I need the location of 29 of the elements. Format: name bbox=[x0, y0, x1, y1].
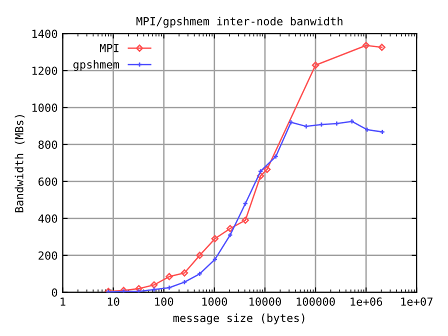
point bbox=[180, 269, 188, 277]
point bbox=[166, 272, 173, 280]
y-axis-title: Bandwidth (MBs) bbox=[14, 115, 25, 212]
x-tick-label: 10 bbox=[108, 297, 120, 306]
x-tick-label: 1e+07 bbox=[401, 297, 433, 306]
x-tick-label: 1000 bbox=[202, 297, 228, 306]
chart-title: MPI/gpshmem inter-node banwidth bbox=[136, 16, 342, 28]
x-tick-label: 100000 bbox=[296, 297, 335, 306]
y-tick-label: 400 bbox=[38, 214, 58, 223]
point bbox=[226, 224, 234, 232]
y-tick-label: 1000 bbox=[32, 104, 58, 112]
x-tick-label: 1 bbox=[60, 298, 66, 306]
x-tick-label: 10000 bbox=[250, 297, 281, 306]
point bbox=[242, 216, 249, 224]
legend-label: MPI bbox=[100, 44, 118, 52]
y-tick-label: 600 bbox=[38, 177, 58, 186]
y-tick-label: 800 bbox=[38, 140, 58, 149]
x-tick-label: 1e+06 bbox=[350, 297, 382, 306]
y-tick-label: 0 bbox=[52, 288, 58, 297]
y-tick-label: 200 bbox=[38, 251, 58, 260]
y-tick-label: 1200 bbox=[32, 66, 58, 75]
point bbox=[211, 235, 219, 242]
legend-label: gpshmem bbox=[73, 60, 120, 71]
x-axis-title: message size (bytes) bbox=[173, 314, 304, 324]
x-tick-label: 100 bbox=[155, 297, 174, 306]
point bbox=[256, 172, 264, 180]
point bbox=[196, 252, 204, 259]
point bbox=[150, 281, 158, 289]
y-tick-label: 1400 bbox=[32, 30, 58, 38]
